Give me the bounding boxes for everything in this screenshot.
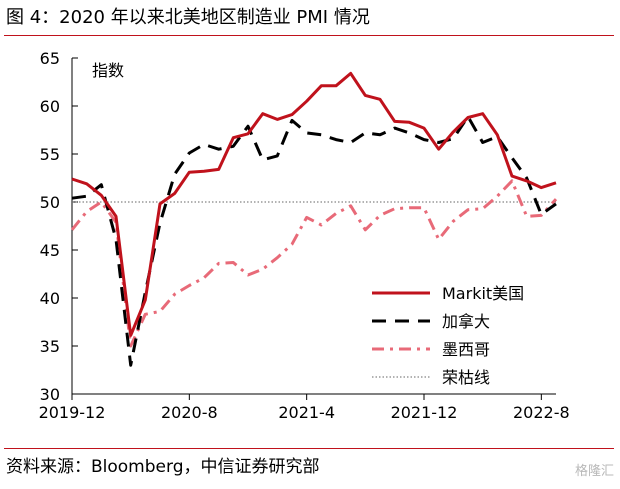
y-tick-label: 40 xyxy=(40,289,60,308)
legend-label-1: 加拿大 xyxy=(442,312,490,331)
title-rule xyxy=(4,35,614,36)
y-tick-label: 35 xyxy=(40,337,60,356)
legend-label-3: 荣枯线 xyxy=(442,368,490,387)
y-tick-label: 50 xyxy=(40,193,60,212)
x-tick-label: 2021-12 xyxy=(391,403,458,422)
y-tick-label: 65 xyxy=(40,49,60,68)
y-tick-label: 45 xyxy=(40,241,60,260)
x-tick-label: 2020-8 xyxy=(161,403,218,422)
x-tick-label: 2019-12 xyxy=(39,403,106,422)
y-axis-label: 指数 xyxy=(92,61,124,80)
series-line-2 xyxy=(70,179,558,348)
axis-ticks: 30 35 40 45 50 55 60 65 2019-12 2020-8 2021-4 2021-… xyxy=(39,49,570,422)
y-tick-label: 60 xyxy=(40,97,60,116)
y-tick-label: 55 xyxy=(40,145,60,164)
axes xyxy=(71,58,556,395)
legend-label-0: Markit美国 xyxy=(442,284,524,303)
watermark-logo: 格隆汇 xyxy=(574,464,614,479)
legend-label-2: 墨西哥 xyxy=(442,340,490,359)
x-tick-label: 2022-8 xyxy=(513,403,570,422)
source-rule xyxy=(4,448,614,449)
series-line-0 xyxy=(71,71,557,337)
y-tick-label: 30 xyxy=(40,385,60,404)
figure-title: 图 4：2020 年以来北美地区制造业 PMI 情况 xyxy=(6,7,370,28)
figure-source: 资料来源：Bloomberg，中信证券研究部 xyxy=(6,457,320,477)
x-tick-label: 2021-4 xyxy=(278,403,335,422)
series-lines xyxy=(70,71,558,367)
